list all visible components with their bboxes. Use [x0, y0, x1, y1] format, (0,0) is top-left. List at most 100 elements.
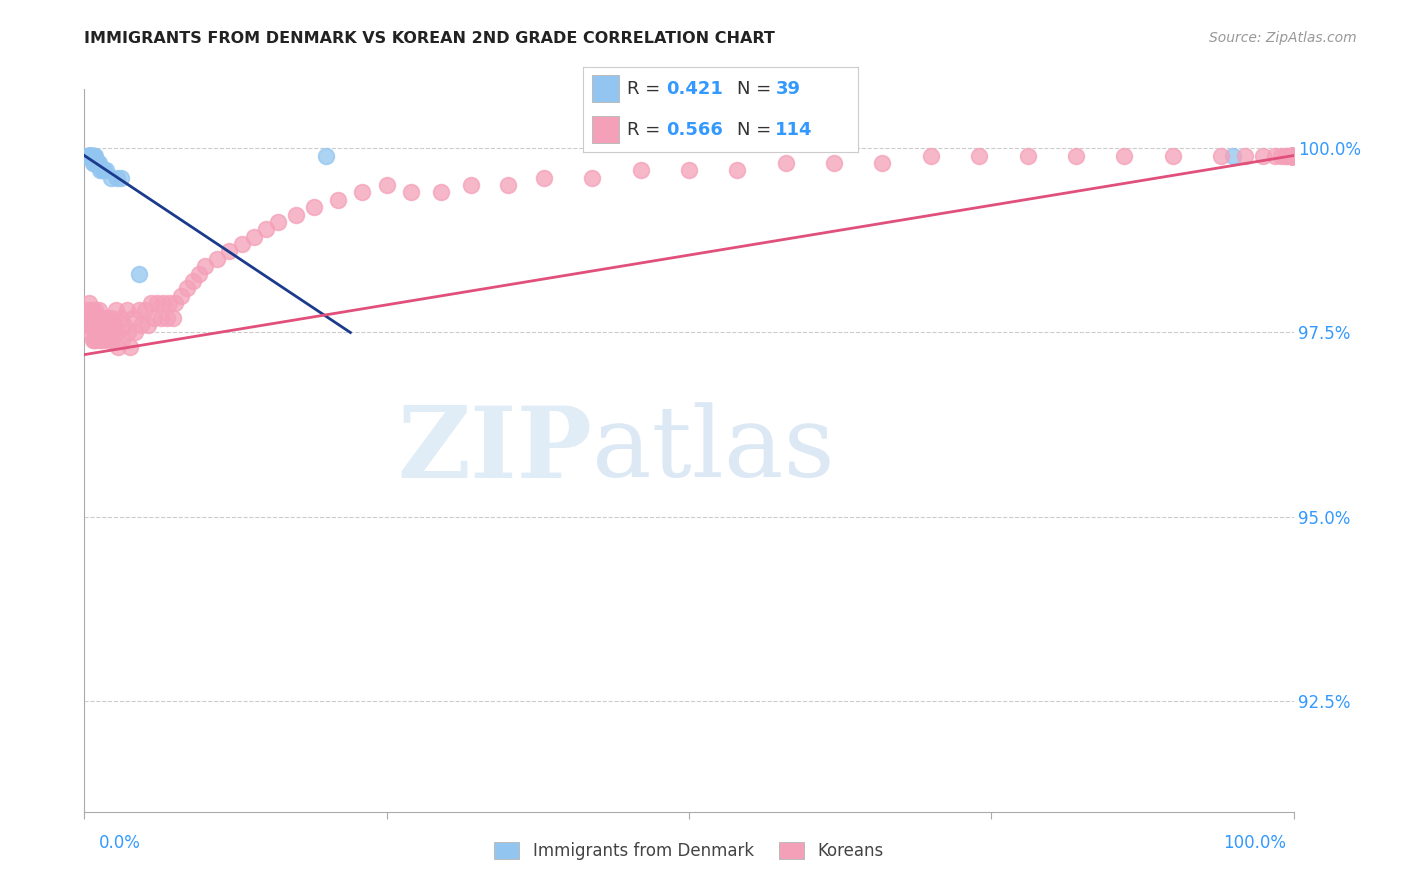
Point [79, 148, 101, 162]
Point [79, 148, 101, 162]
Point [375, 178, 398, 192]
Point [80, 148, 103, 162]
Point [129, 318, 152, 332]
Point [77, 148, 100, 162]
Point [134, 303, 156, 318]
Bar [592, 116, 619, 143]
Point [302, 200, 325, 214]
Point [82, 148, 104, 162]
Point [83, 148, 105, 162]
Text: N =: N = [737, 120, 778, 138]
Point [104, 303, 127, 318]
Point [1281, 148, 1303, 162]
Point [1017, 148, 1039, 162]
Bar [592, 76, 619, 103]
Point [143, 310, 166, 325]
Point [128, 267, 150, 281]
Point [165, 296, 187, 310]
Point [399, 186, 422, 200]
Point [170, 288, 193, 302]
Point [138, 318, 160, 332]
Point [105, 326, 128, 340]
Point [77, 148, 100, 162]
Point [1222, 148, 1244, 162]
Point [117, 326, 139, 340]
Point [194, 259, 217, 273]
Point [104, 318, 127, 332]
Point [1281, 148, 1303, 162]
Point [1064, 148, 1087, 162]
Point [105, 170, 128, 185]
Point [82, 148, 104, 162]
Point [100, 310, 122, 325]
Point [83, 333, 105, 347]
Point [77, 296, 100, 310]
Point [218, 244, 240, 259]
Point [107, 340, 129, 354]
Point [87, 156, 110, 170]
Point [91, 333, 114, 347]
Text: R =: R = [627, 80, 666, 98]
Point [82, 333, 104, 347]
Point [79, 326, 101, 340]
Point [98, 326, 121, 340]
Point [1281, 148, 1303, 162]
Point [94, 326, 117, 340]
Point [128, 303, 150, 318]
Point [1281, 148, 1303, 162]
Point [1270, 148, 1292, 162]
Point [93, 163, 115, 178]
Point [1277, 148, 1299, 162]
Text: Source: ZipAtlas.com: Source: ZipAtlas.com [1209, 31, 1357, 45]
Text: IMMIGRANTS FROM DENMARK VS KOREAN 2ND GRADE CORRELATION CHART: IMMIGRANTS FROM DENMARK VS KOREAN 2ND GR… [84, 31, 775, 46]
Text: ZIP: ZIP [398, 402, 592, 499]
Point [1281, 148, 1303, 162]
Point [79, 303, 101, 318]
Point [267, 215, 290, 229]
Point [775, 156, 797, 170]
Point [77, 148, 100, 162]
Point [1253, 148, 1275, 162]
Point [678, 163, 700, 178]
Text: 100.0%: 100.0% [1223, 834, 1286, 852]
Point [242, 229, 264, 244]
Point [77, 303, 100, 318]
Point [79, 318, 101, 332]
Text: atlas: atlas [592, 402, 835, 499]
Point [139, 296, 162, 310]
Point [1274, 148, 1296, 162]
Point [76, 318, 98, 332]
Point [87, 326, 110, 340]
Point [80, 303, 103, 318]
Point [1281, 148, 1303, 162]
Point [1281, 148, 1303, 162]
Point [630, 163, 652, 178]
Point [77, 148, 100, 162]
Point [1281, 148, 1303, 162]
Point [460, 178, 482, 192]
Point [1209, 148, 1232, 162]
Point [1281, 148, 1303, 162]
Point [188, 267, 211, 281]
Point [84, 326, 107, 340]
Point [149, 310, 172, 325]
Point [1281, 148, 1303, 162]
Point [82, 156, 104, 170]
Text: 39: 39 [776, 80, 800, 98]
Point [1264, 148, 1286, 162]
Text: 0.0%: 0.0% [98, 834, 141, 852]
Point [176, 281, 198, 295]
Point [254, 222, 277, 236]
Point [110, 310, 132, 325]
Point [121, 310, 143, 325]
Point [84, 156, 107, 170]
Point [89, 333, 111, 347]
Point [112, 318, 135, 332]
Point [124, 326, 146, 340]
Point [79, 148, 101, 162]
Point [79, 148, 101, 162]
Point [110, 170, 132, 185]
Point [91, 310, 114, 325]
Point [1281, 148, 1303, 162]
Text: 0.566: 0.566 [666, 120, 723, 138]
